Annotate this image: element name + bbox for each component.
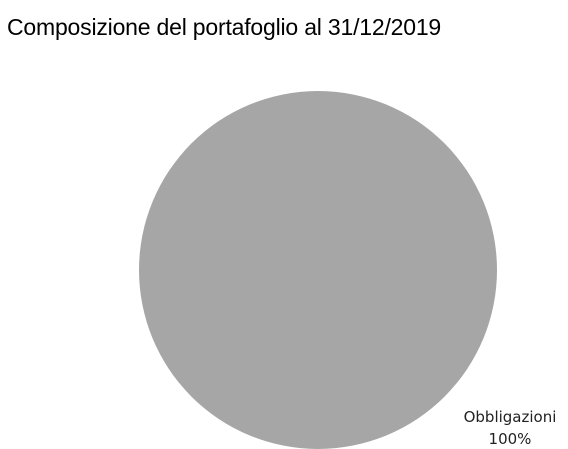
slice-value-label-0: 100%: [489, 430, 532, 448]
slice-label-0: Obbligazioni: [464, 408, 557, 426]
pie-labels: Obbligazioni 100%: [464, 408, 557, 448]
pie-slices: [139, 91, 497, 449]
pie-slice-0: [139, 91, 497, 449]
chart-title: Composizione del portafoglio al 31/12/20…: [7, 14, 442, 40]
